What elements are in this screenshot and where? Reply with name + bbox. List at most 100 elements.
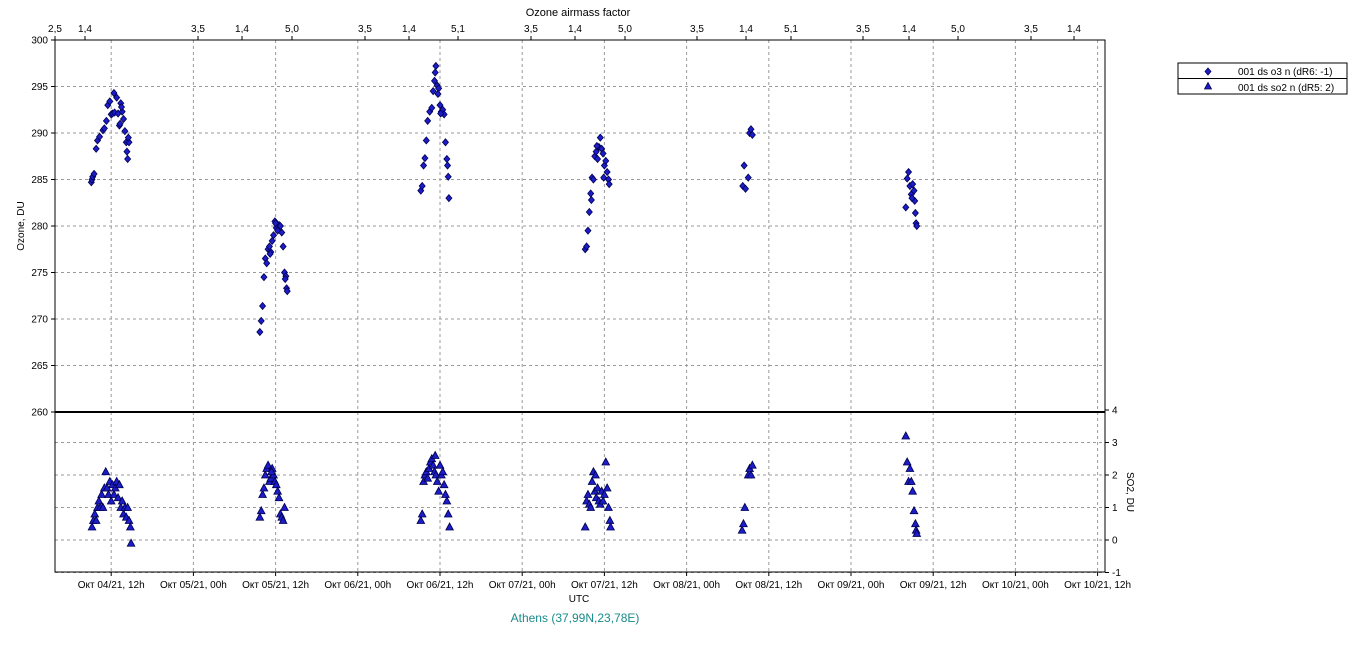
so2-point [431,470,441,479]
x-tick-label: Окт 05/21, 00h [160,580,227,591]
top-tick-label: 5,1 [784,24,798,35]
ozone-point [905,167,913,177]
so2-point [591,470,600,479]
top-tick-label: 5,1 [451,24,465,35]
so2-point [909,505,919,515]
ozone-point [283,286,291,296]
so2-point [441,489,450,498]
ozone-point [116,119,124,128]
ozone-point [421,153,429,163]
y-axis-label-so2: SO2, DU [1124,472,1135,512]
ozone-y-tick-label: 300 [31,36,48,47]
x-tick-label: Окт 04/21, 12h [78,580,145,591]
ozone-point [124,154,132,164]
so2-point [746,470,756,479]
station-label: Athens (37,99N,23,78E) [511,611,640,625]
x-tick-label: Окт 07/21, 00h [489,580,556,591]
top-tick-label: 1,4 [568,24,582,35]
ozone-point [744,173,752,182]
ozone-point [259,301,267,311]
ozone-point [740,161,748,170]
ozone-point [593,141,601,151]
so2-point [912,528,922,537]
so2-point [434,486,444,495]
x-tick-label: Окт 10/21, 12h [1064,580,1131,591]
ozone-point [445,193,453,203]
so2-point [442,496,452,505]
ozone-y-tick-label: 275 [31,268,48,279]
so2-point [113,492,123,502]
ozone-point [432,61,440,71]
so2-point [91,515,101,524]
ozone-point [272,219,280,228]
so2-point [274,492,284,502]
x-tick-label: Окт 09/21, 00h [818,580,885,591]
so2-y-tick-label: -1 [1112,568,1121,579]
so2-point [747,460,757,469]
ozone-point [100,124,108,133]
x-axis-label: UTC [569,594,590,605]
ozone-point [278,228,286,237]
so2-point [256,505,266,515]
ozone-point [124,133,132,142]
ozone-y-tick-label: 280 [31,222,48,233]
ozone-point [256,327,264,337]
x-tick-label: Окт 07/21, 12h [571,580,638,591]
so2-point [901,431,911,440]
so2-y-tick-label: 1 [1112,503,1118,514]
top-tick-label: 1,4 [902,24,916,35]
so2-point [601,457,611,466]
so2-point [125,522,135,531]
so2-point [740,502,750,511]
x-tick-label: Окт 10/21, 00h [982,580,1049,591]
ozone-point [583,242,591,251]
top-tick-label: 3,5 [690,24,704,35]
ozone-point [444,172,452,181]
x-tick-label: Окт 05/21, 12h [242,580,309,591]
ozone-point [903,174,911,183]
y-axis-label-ozone: Ozone, DU [16,201,27,250]
data-marks [87,61,922,547]
ozone-y-tick-label: 285 [31,175,48,186]
so2-point [738,518,748,528]
so2-point [117,496,127,505]
x-tick-label: Окт 08/21, 12h [735,580,802,591]
so2-y-tick-label: 3 [1112,438,1118,449]
legend-so2-marker [1203,81,1213,90]
ozone-point [92,144,100,153]
so2-point [94,496,104,505]
ozone-point [584,226,592,235]
so2-point [438,466,448,476]
ozone-point [102,116,110,126]
ozone-point [270,231,278,240]
ozone-point [431,68,439,77]
top-tick-label: 3,5 [191,24,205,35]
top-tick-label: 1,4 [1067,24,1081,35]
so2-point [114,479,124,489]
so2-point [267,466,276,476]
axes: 260 265 270 275 280 285 290 295 300 -1 0 1 2 3 4 Окт 04… [31,24,1131,591]
so2-point [109,489,119,498]
ozone-point [263,259,271,268]
ozone-point [910,186,918,195]
so2-point [902,457,912,466]
ozone-point [911,208,919,218]
ozone-point [913,221,921,231]
ozone-point [902,203,910,212]
grid-lines [55,40,1105,573]
legend-o3-label: 001 ds o3 n (dR6: -1) [1238,67,1333,78]
x-tick-label: Окт 06/21, 12h [407,580,474,591]
ozone-point [908,193,916,203]
ozone-point [585,207,593,217]
ozone-point [428,103,436,113]
so2-point [98,502,108,511]
so2-point [737,525,747,534]
ozone-point [281,274,289,284]
ozone-point [260,273,268,282]
so2-point [103,489,113,498]
ozone-point [602,156,610,166]
ozone-point [418,181,426,191]
top-tick-label: 5,0 [285,24,299,35]
so2-point [106,496,116,505]
ozone-point [599,149,607,158]
